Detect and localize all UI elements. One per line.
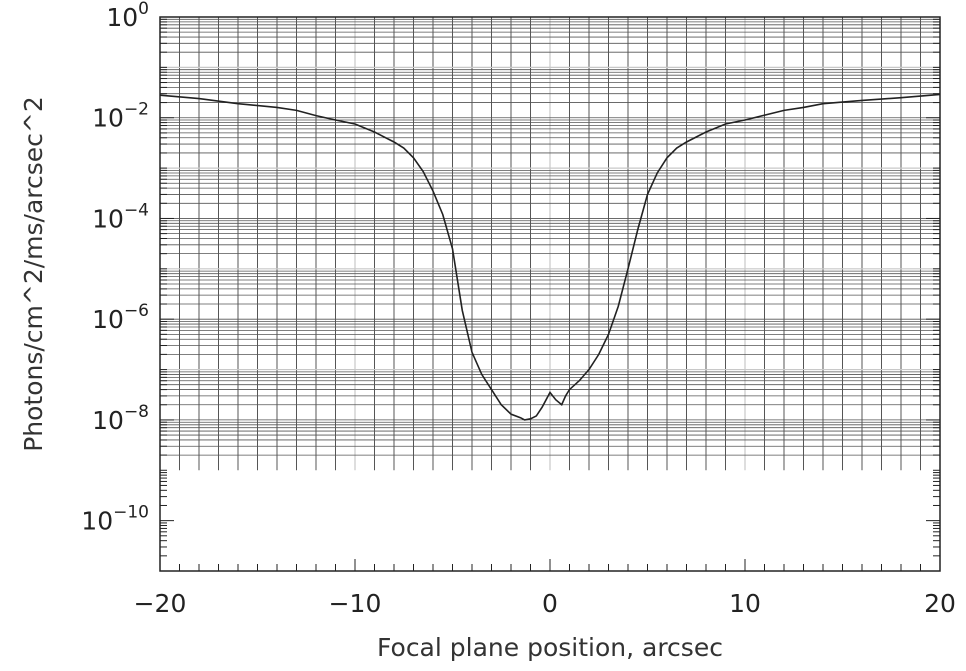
x-axis-label: Focal plane position, arcsec — [377, 633, 723, 662]
y-tick-label: 10−6 — [92, 301, 149, 334]
x-tick-label: 20 — [924, 589, 956, 618]
x-tick-label: 10 — [729, 589, 761, 618]
y-tick-label: 10−4 — [92, 200, 149, 233]
y-axis-label: Photons/cm^2/ms/arcsec^2 — [19, 96, 48, 452]
grid — [160, 17, 940, 471]
y-tick-label: 100 — [106, 0, 149, 32]
y-tick-labels: 10−10 10−8 10−6 10−4 10−2 100 — [81, 0, 149, 536]
axis-ticks — [159, 18, 941, 572]
x-tick-label: −20 — [134, 589, 187, 618]
y-tick-label: 10−10 — [81, 503, 149, 536]
x-tick-labels: −20 −10 0 10 20 — [134, 589, 956, 618]
y-tick-label: 10−8 — [92, 402, 149, 435]
x-tick-label: 0 — [542, 589, 558, 618]
y-tick-label: 10−2 — [92, 100, 149, 133]
series-line — [159, 93, 941, 421]
x-tick-label: −10 — [329, 589, 382, 618]
